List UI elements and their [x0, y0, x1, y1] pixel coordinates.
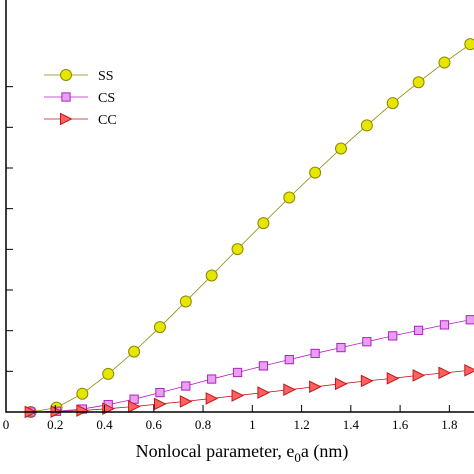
data-point-cc: [128, 400, 141, 413]
x-tick-labels: 0 0.2 0.4 0.6 0.8 1 1.2 1.4 1.6 1.8: [3, 417, 458, 432]
x-tick-label: 1: [249, 417, 256, 432]
legend: SS CS CC: [44, 69, 117, 128]
data-point-cc: [438, 366, 452, 380]
data-point-cc: [283, 383, 296, 396]
data-point-cc: [334, 377, 348, 391]
data-point-ss: [257, 217, 270, 230]
data-point-ss: [412, 76, 425, 89]
legend-label-ss: SS: [98, 69, 114, 84]
data-point-cc: [153, 397, 167, 411]
x-axis-title-tail: a (nm): [301, 441, 348, 462]
data-point-ss: [153, 321, 166, 334]
data-point-cc: [464, 363, 474, 377]
data-point-cs: [232, 367, 243, 378]
x-tick-label: 1.8: [441, 417, 457, 432]
data-point-ss: [386, 97, 399, 110]
data-point-ss: [76, 387, 89, 400]
data-point-ss: [128, 345, 141, 358]
data-point-cs: [336, 342, 346, 353]
data-point-cs: [465, 315, 474, 325]
data-point-cs: [439, 320, 450, 330]
series-markers: [24, 38, 474, 419]
data-point-ss: [438, 56, 451, 69]
x-tick-label: 0.8: [195, 417, 211, 432]
legend-marker-cs: [61, 92, 71, 102]
legend-label-cc: CC: [98, 113, 117, 128]
data-point-cs: [413, 325, 424, 336]
x-tick-label: 0.4: [96, 417, 113, 432]
x-tick-label: 0.6: [146, 417, 163, 432]
data-point-ss: [360, 119, 373, 132]
data-point-cs: [155, 387, 165, 398]
data-point-ss: [102, 367, 115, 380]
data-point-ss: [334, 142, 347, 155]
x-tick-label: 1.2: [293, 417, 309, 432]
data-point-cc: [386, 372, 400, 385]
data-point-cc: [231, 389, 245, 402]
data-point-ss: [179, 295, 192, 308]
data-point-cc: [205, 392, 219, 405]
data-point-cs: [181, 381, 191, 391]
axes: [5, 0, 474, 413]
data-point-cc: [257, 386, 271, 399]
data-point-cc: [360, 374, 374, 388]
x-axis-title-subscript: 0: [294, 450, 301, 465]
x-axis-title: Nonlocal parameter, e0a (nm): [136, 441, 349, 465]
x-axis-title-main: Nonlocal parameter, e: [136, 441, 295, 461]
x-tick-label: 0: [3, 417, 10, 432]
data-point-cc: [76, 404, 89, 417]
data-point-cc: [179, 395, 193, 408]
x-tick-label: 1.6: [392, 417, 409, 432]
data-point-ss: [464, 38, 474, 51]
data-point-ss: [205, 269, 218, 282]
data-point-cc: [412, 369, 426, 382]
x-tick-label: 1.4: [343, 417, 360, 432]
data-point-cc: [309, 380, 322, 394]
data-point-cs: [388, 331, 398, 341]
data-point-ss: [309, 166, 322, 179]
plot-frame: [5, 0, 474, 413]
data-point-cs: [362, 337, 372, 347]
data-point-ss: [231, 243, 244, 256]
data-point-cs: [284, 355, 294, 365]
data-point-cs: [310, 348, 320, 359]
legend-marker-cc: [60, 112, 73, 126]
data-point-cs: [207, 374, 217, 384]
data-point-cs: [258, 361, 269, 371]
x-tick-label: 0.2: [47, 417, 63, 432]
legend-marker-ss: [60, 69, 72, 81]
data-point-ss: [283, 191, 296, 204]
legend-label-cs: CS: [98, 91, 115, 106]
